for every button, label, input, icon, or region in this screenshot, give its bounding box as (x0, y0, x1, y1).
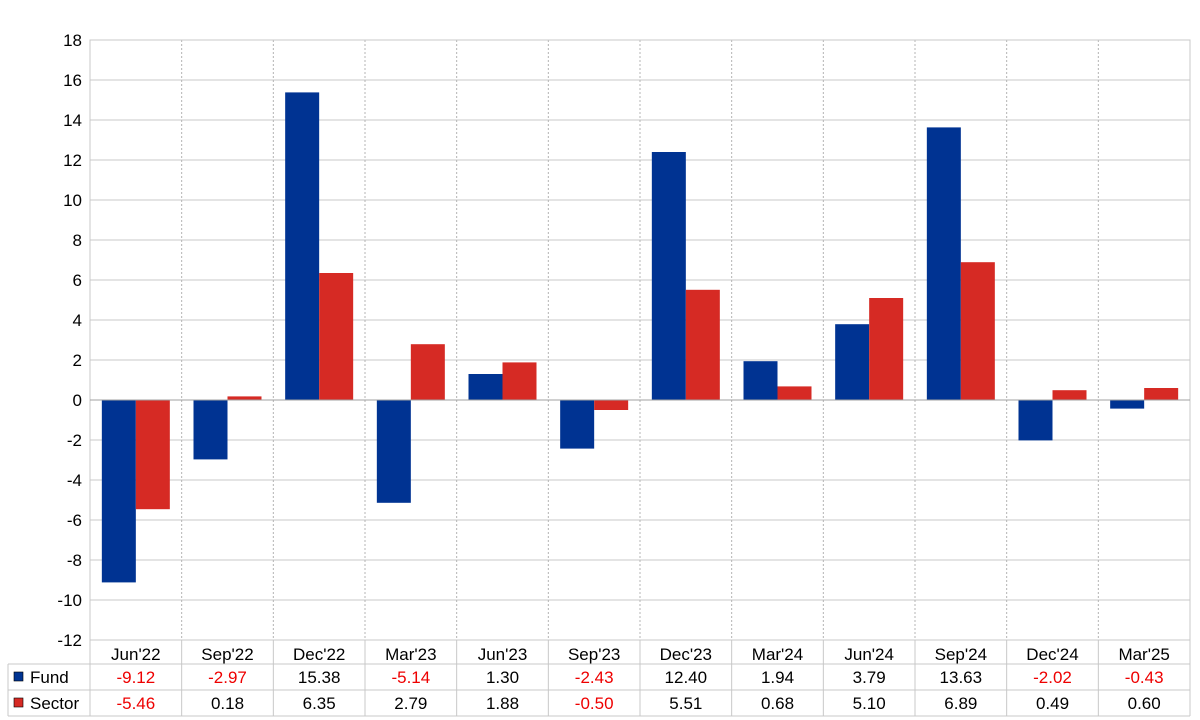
bar-fund (926, 127, 961, 401)
data-label-fund: 12.40 (665, 668, 708, 687)
bar-sector (777, 386, 812, 400)
bar-fund (468, 374, 503, 400)
x-tick-label: Jun'22 (111, 645, 161, 664)
data-label-fund: -5.14 (391, 668, 430, 687)
data-label-fund: 15.38 (298, 668, 341, 687)
x-tick-label: Dec'22 (293, 645, 345, 664)
x-tick-label: Dec'24 (1026, 645, 1078, 664)
bar-sector (594, 400, 629, 410)
bar-fund (560, 400, 595, 449)
bars (101, 92, 1179, 583)
y-tick-label: 14 (63, 111, 82, 130)
data-label-fund: -2.02 (1033, 668, 1072, 687)
y-tick-label: 10 (63, 191, 82, 210)
y-tick-label: 0 (73, 391, 82, 410)
bar-sector (227, 396, 262, 400)
bar-sector (410, 344, 445, 400)
data-label-fund: 1.30 (486, 668, 519, 687)
data-label-fund: 1.94 (761, 668, 794, 687)
data-label-sector: 6.35 (303, 694, 336, 713)
bar-sector (960, 262, 995, 400)
bar-sector (319, 273, 354, 400)
y-tick-label: -2 (67, 431, 82, 450)
y-tick-label: 4 (73, 311, 82, 330)
data-label-sector: 5.51 (669, 694, 702, 713)
bar-fund (1110, 400, 1145, 409)
y-tick-label: 12 (63, 151, 82, 170)
bar-fund (285, 92, 320, 401)
y-tick-label: -12 (57, 631, 82, 650)
legend-label-fund: Fund (30, 668, 69, 687)
y-tick-label: -6 (67, 511, 82, 530)
data-label-fund: -9.12 (116, 668, 155, 687)
x-tick-label: Sep'22 (201, 645, 253, 664)
data-label-sector: 0.60 (1128, 694, 1161, 713)
bar-fund (651, 152, 686, 400)
y-tick-label: -10 (57, 591, 82, 610)
bar-fund (101, 400, 136, 583)
x-tick-label: Mar'23 (385, 645, 436, 664)
y-tick-label: 8 (73, 231, 82, 250)
x-tick-label: Dec'23 (660, 645, 712, 664)
gridlines (90, 39, 1190, 641)
data-label-fund: -2.43 (575, 668, 614, 687)
data-label-sector: 5.10 (853, 694, 886, 713)
bar-fund (376, 400, 411, 503)
y-tick-label: -4 (67, 471, 82, 490)
data-label-sector: 2.79 (394, 694, 427, 713)
legend-swatch-sector (13, 697, 24, 708)
data-label-fund: 3.79 (853, 668, 886, 687)
bar-sector (869, 298, 904, 400)
bar-fund (1018, 400, 1053, 441)
data-label-fund: -0.43 (1125, 668, 1164, 687)
y-tick-label: 16 (63, 71, 82, 90)
bar-sector (502, 362, 537, 400)
bar-sector (685, 289, 720, 400)
y-tick-label: 6 (73, 271, 82, 290)
bar-fund (743, 361, 778, 400)
bar-fund (835, 324, 870, 400)
data-label-sector: 0.68 (761, 694, 794, 713)
data-label-sector: -0.50 (575, 694, 614, 713)
data-label-sector: 0.49 (1036, 694, 1069, 713)
legend-label-sector: Sector (30, 694, 79, 713)
x-tick-label: Jun'24 (844, 645, 894, 664)
y-tick-label: 18 (63, 31, 82, 50)
data-label-fund: 13.63 (940, 668, 983, 687)
x-tick-label: Jun'23 (478, 645, 528, 664)
legend-swatch-fund (13, 671, 24, 682)
bar-sector (1052, 390, 1087, 400)
data-label-fund: -2.97 (208, 668, 247, 687)
x-tick-label: Mar'24 (752, 645, 803, 664)
y-tick-label: 2 (73, 351, 82, 370)
data-label-sector: 0.18 (211, 694, 244, 713)
bar-sector (135, 400, 170, 510)
data-table: Jun'22 Sep'22 Dec'22 Mar'23 Jun'23 Sep'23 Dec'… (7, 640, 1191, 717)
y-tick-label: -8 (67, 551, 82, 570)
x-tick-label: Sep'24 (935, 645, 987, 664)
data-label-sector: -5.46 (116, 694, 155, 713)
bar-sector (1144, 388, 1179, 400)
x-tick-label: Mar'25 (1118, 645, 1169, 664)
data-label-sector: 1.88 (486, 694, 519, 713)
x-tick-label: Sep'23 (568, 645, 620, 664)
bar-fund (193, 400, 228, 460)
data-label-sector: 6.89 (944, 694, 977, 713)
